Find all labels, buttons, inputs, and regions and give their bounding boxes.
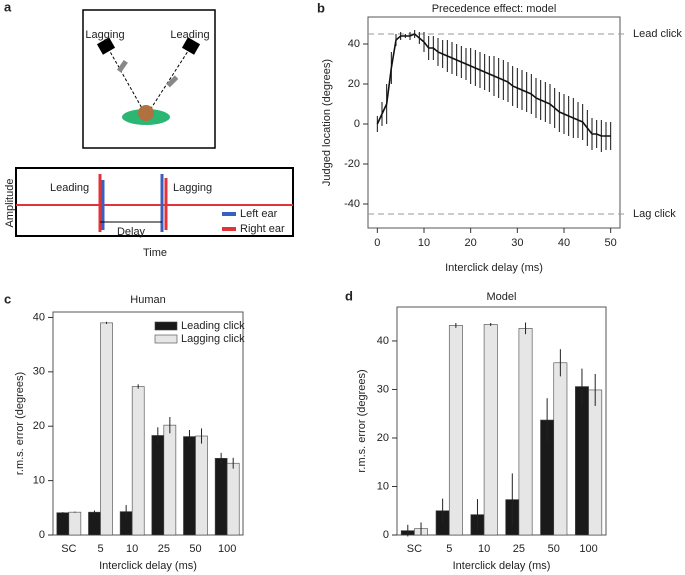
reference-label: Lag click [633, 208, 676, 220]
panel-label: a [4, 0, 12, 14]
x-tick-label: 5 [97, 543, 103, 555]
panel-label: c [4, 291, 11, 306]
chart-title: Human [130, 294, 165, 306]
y-tick-label: -20 [344, 158, 360, 170]
x-tick-label: 40 [558, 237, 570, 249]
wave-label: Lagging [173, 182, 212, 194]
y-tick-label: 40 [33, 311, 45, 323]
x-axis-label: Time [143, 247, 167, 259]
y-tick-label: 0 [354, 118, 360, 130]
bar [56, 512, 70, 536]
bar [195, 435, 208, 536]
x-tick-label: 5 [446, 543, 452, 555]
x-tick-label: 30 [511, 237, 523, 249]
bar [183, 436, 196, 536]
y-axis-label: r.m.s. error (degrees) [356, 369, 368, 472]
y-tick-label: 0 [383, 529, 389, 541]
y-tick-label: 20 [377, 432, 389, 444]
plot-frame [396, 306, 607, 536]
x-tick-label: 25 [513, 543, 525, 555]
y-axis-label: Amplitude [4, 179, 16, 228]
bar [448, 325, 463, 536]
path-right [149, 47, 191, 111]
x-tick-label: 10 [418, 237, 430, 249]
bar [151, 435, 165, 536]
legend-swatch [154, 334, 178, 344]
bar [518, 328, 533, 536]
bar [575, 386, 589, 536]
x-tick-label: 10 [478, 543, 490, 555]
reflector [116, 59, 128, 73]
speaker-label: Leading [170, 29, 209, 41]
scene-box [82, 9, 216, 149]
bar [588, 389, 603, 536]
legend-swatch [154, 321, 178, 331]
wave-label: Leading [50, 182, 89, 194]
y-tick-label: -40 [344, 198, 360, 210]
x-axis-label: Interclick delay (ms) [453, 560, 551, 572]
bar [88, 511, 101, 536]
x-tick-label: SC [407, 543, 422, 555]
x-axis-label: Interclick delay (ms) [445, 262, 543, 274]
path-left [107, 47, 144, 111]
y-tick-label: 30 [377, 383, 389, 395]
speaker [181, 37, 201, 55]
bar [226, 462, 240, 536]
x-tick-label: 10 [126, 543, 138, 555]
legend-label: Leading click [181, 320, 245, 332]
y-axis-label: Judged location (degrees) [321, 59, 333, 186]
x-tick-label: 100 [218, 543, 236, 555]
chart-title: Precedence effect: model [432, 3, 557, 15]
legend-label: Left ear [240, 208, 278, 220]
speaker-label: Lagging [85, 29, 124, 41]
head [138, 105, 154, 121]
y-tick-label: 40 [377, 335, 389, 347]
bar [163, 424, 177, 536]
x-tick-label: 50 [189, 543, 201, 555]
panel-label: b [317, 0, 325, 15]
x-tick-label: 50 [605, 237, 617, 249]
line [376, 33, 611, 137]
x-axis-label: Interclick delay (ms) [99, 560, 197, 572]
x-tick-label: 25 [158, 543, 170, 555]
x-tick-label: 0 [374, 237, 380, 249]
y-tick-label: 40 [348, 38, 360, 50]
y-tick-label: 10 [33, 475, 45, 487]
bar [68, 511, 82, 536]
y-axis-label: r.m.s. error (degrees) [14, 372, 26, 475]
x-tick-label: SC [61, 543, 76, 555]
legend-label: Right ear [240, 223, 285, 235]
y-tick-label: 10 [377, 480, 389, 492]
chart-title: Model [487, 291, 517, 303]
x-tick-label: 20 [465, 237, 477, 249]
y-tick-label: 20 [33, 420, 45, 432]
delay-label: Delay [117, 226, 146, 238]
plot-frame [367, 16, 621, 229]
x-tick-label: 100 [579, 543, 597, 555]
speaker [96, 37, 116, 55]
y-tick-label: 20 [348, 78, 360, 90]
reference-label: Lead click [633, 28, 682, 40]
bar [100, 322, 113, 536]
plot-frame [52, 311, 244, 536]
panel-label: d [345, 288, 353, 303]
y-tick-label: 0 [39, 529, 45, 541]
bar [483, 324, 498, 536]
legend-label: Lagging click [181, 333, 245, 345]
y-tick-label: 30 [33, 366, 45, 378]
bar [131, 386, 145, 536]
x-tick-label: 50 [548, 543, 560, 555]
bar [553, 362, 568, 536]
waveform-box [15, 167, 294, 237]
bar [214, 458, 228, 536]
reflector [166, 75, 179, 88]
